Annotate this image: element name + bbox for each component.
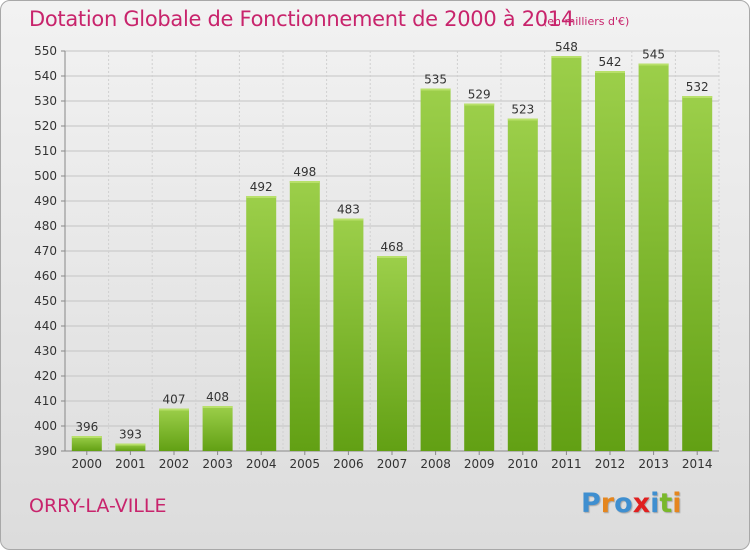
bars <box>71 56 713 451</box>
x-tick-labels: 2000 2001 2002 2003 2004 2005 2006 2007 2008 2009… <box>72 457 713 471</box>
bar-2009 <box>464 103 495 451</box>
bar-2001 <box>115 443 146 451</box>
data-label: 535 <box>424 73 447 87</box>
x-tick-label: 2004 <box>246 457 277 471</box>
y-tick-label: 390 <box>34 444 57 458</box>
y-tick-label: 510 <box>34 144 57 158</box>
bar-highlight <box>464 103 495 106</box>
y-tick-label: 420 <box>34 369 57 383</box>
bar-highlight <box>159 408 189 411</box>
bar-2010 <box>507 118 538 451</box>
proxiti-logo: Proxiti <box>581 488 682 519</box>
y-tick-label: 530 <box>34 94 57 108</box>
data-label: 545 <box>642 48 665 62</box>
bar-2004 <box>246 196 277 451</box>
y-tick-label: 480 <box>34 219 57 233</box>
bar-highlight <box>420 88 451 91</box>
bar-highlight <box>638 63 669 66</box>
y-tick-labels: 390 400 410 420 430 440 450 460 470 480 490 500 510 5… <box>34 44 57 458</box>
bar-2002 <box>159 408 189 451</box>
y-tick-label: 460 <box>34 269 57 283</box>
data-label: 523 <box>511 103 534 117</box>
y-tick-label: 540 <box>34 69 57 83</box>
chart-unit-note: (en milliers d'€) <box>543 15 630 28</box>
bar-highlight <box>202 406 233 408</box>
bar-2013 <box>638 63 669 451</box>
y-tick-label: 400 <box>34 419 57 433</box>
bar-highlight <box>333 218 364 221</box>
bar-highlight <box>289 181 320 183</box>
bar-2006 <box>333 218 364 451</box>
x-tick-label: 2000 <box>72 457 103 471</box>
x-tick-label: 2009 <box>464 457 495 471</box>
bar-2007 <box>377 256 407 451</box>
bar-highlight <box>246 196 277 198</box>
data-label: 393 <box>119 428 142 442</box>
data-labels: 396 393 407 408 492 498 483 468 535 529 523 548 542 5… <box>75 40 708 442</box>
x-tick-label: 2013 <box>638 457 669 471</box>
bar-2014 <box>682 96 713 451</box>
data-label: 396 <box>75 420 98 434</box>
y-tick-label: 450 <box>34 294 57 308</box>
bar-highlight <box>71 436 102 438</box>
data-label: 468 <box>381 240 404 254</box>
bar-highlight <box>507 118 538 121</box>
y-tick-label: 470 <box>34 244 57 258</box>
data-label: 483 <box>337 203 360 217</box>
bar-highlight <box>682 96 713 98</box>
data-label: 532 <box>686 80 709 94</box>
x-tick-label: 2005 <box>290 457 321 471</box>
bar-highlight <box>115 443 146 446</box>
x-tick-label: 2010 <box>508 457 539 471</box>
x-tick-label: 2012 <box>595 457 626 471</box>
bar-highlight <box>551 56 582 58</box>
bar-2003 <box>202 406 233 451</box>
x-tick-label: 2011 <box>551 457 582 471</box>
bar-2000 <box>71 436 102 451</box>
bar-2011 <box>551 56 582 451</box>
city-name: ORRY-LA-VILLE <box>29 495 167 517</box>
data-label: 529 <box>468 88 491 102</box>
y-tick-label: 410 <box>34 394 57 408</box>
y-tick-label: 440 <box>34 319 57 333</box>
y-tick-label: 500 <box>34 169 57 183</box>
y-tick-label: 490 <box>34 194 57 208</box>
data-label: 492 <box>250 180 273 194</box>
x-tick-label: 2003 <box>202 457 233 471</box>
data-label: 542 <box>599 55 622 69</box>
x-tick-label: 2014 <box>682 457 713 471</box>
y-tick-label: 520 <box>34 119 57 133</box>
bar-2005 <box>289 181 320 451</box>
x-tick-label: 2001 <box>115 457 146 471</box>
bar-2008 <box>420 88 451 451</box>
bar-highlight <box>595 71 625 73</box>
x-tick-label: 2002 <box>159 457 190 471</box>
x-tick-label: 2006 <box>333 457 364 471</box>
bar-2012 <box>595 71 625 451</box>
data-label: 498 <box>293 165 316 179</box>
data-label: 408 <box>206 390 229 404</box>
bar-highlight <box>377 256 407 258</box>
data-label: 548 <box>555 40 578 54</box>
y-tick-label: 430 <box>34 344 57 358</box>
chart-title: Dotation Globale de Fonctionnement de 20… <box>29 7 574 31</box>
y-tick-label: 550 <box>34 44 57 58</box>
data-label: 407 <box>163 393 186 407</box>
x-tick-label: 2007 <box>377 457 408 471</box>
x-tick-label: 2008 <box>420 457 451 471</box>
